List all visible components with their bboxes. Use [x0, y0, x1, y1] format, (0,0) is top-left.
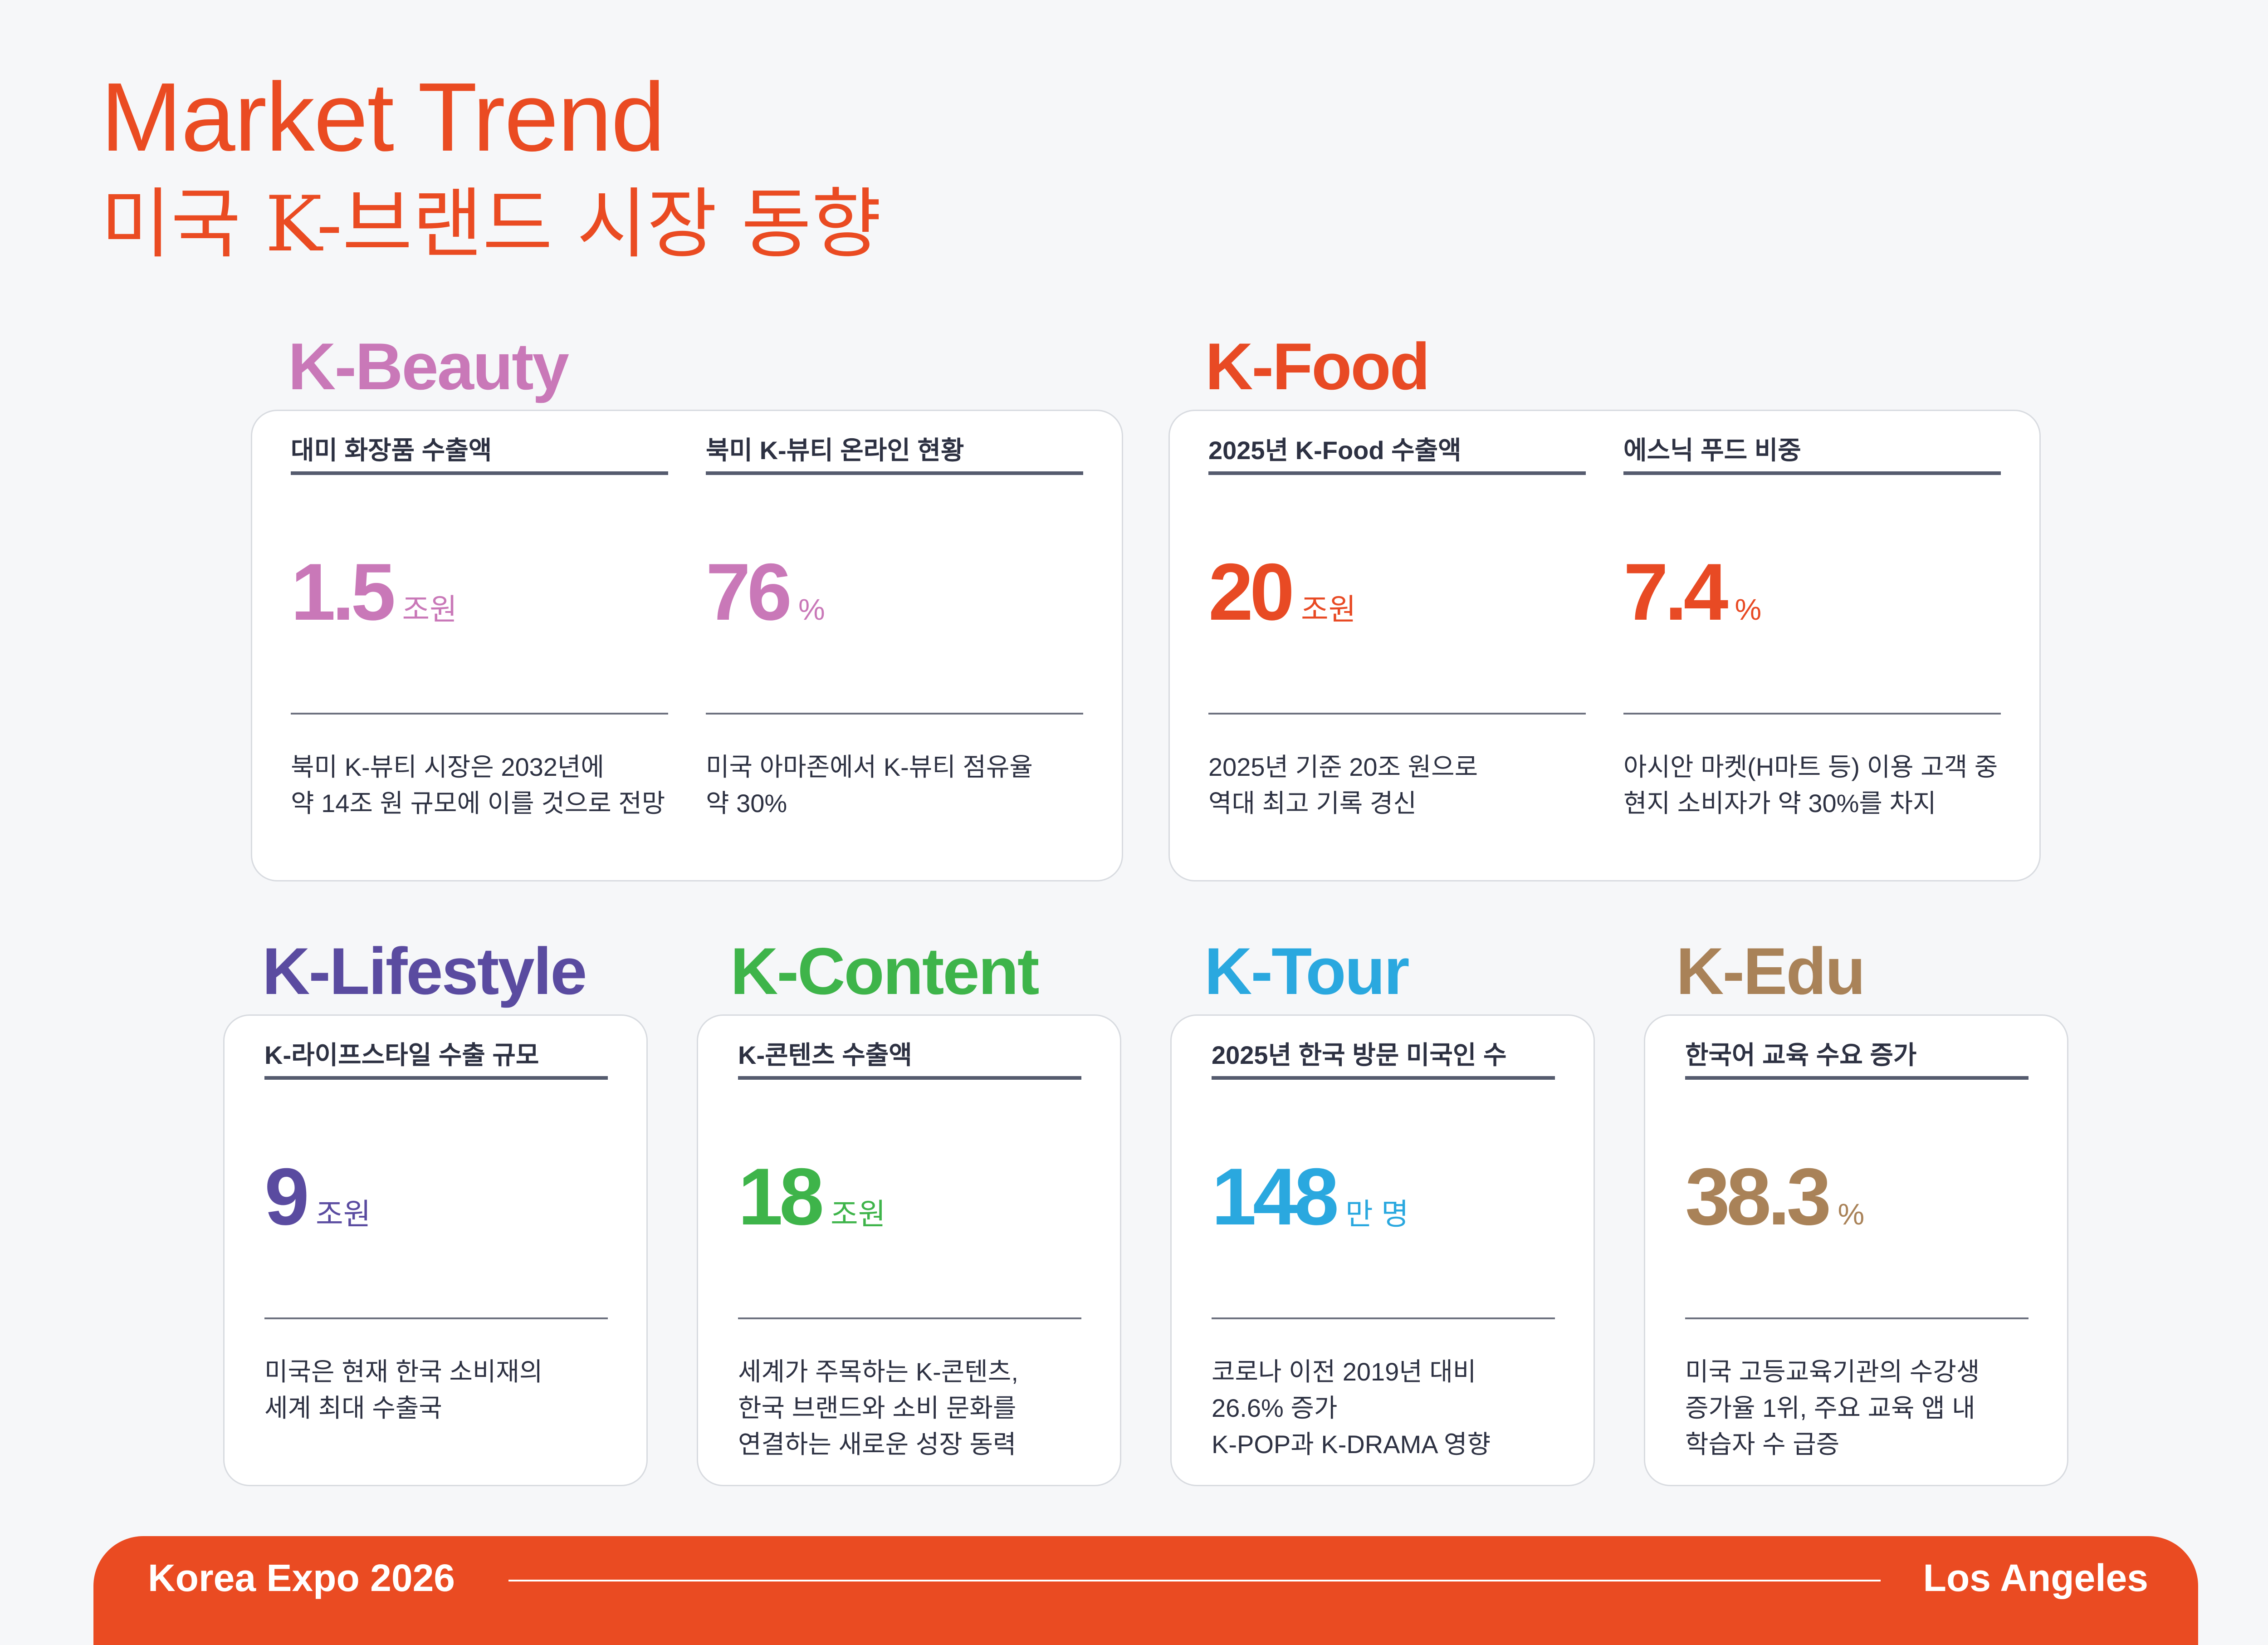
stat-heading: 2025년 한국 방문 미국인 수 [1212, 1041, 1555, 1080]
card-content: K-콘텐츠 수출액 18 조원 세계가 주목하는 K-콘텐츠, 한국 브랜드와 소… [697, 1014, 1121, 1486]
stat-heading: 에스닉 푸드 비중 [1623, 436, 2001, 475]
stat-block-beauty-export: 대미 화장품 수출액 1.5 조원 북미 K-뷰티 시장은 2032년에 약 14… [291, 436, 668, 844]
card-beauty: 대미 화장품 수출액 1.5 조원 북미 K-뷰티 시장은 2032년에 약 14… [251, 410, 1123, 881]
stat-unit: % [1838, 1197, 1865, 1231]
stat-value-group: 38.3% [1685, 1156, 1864, 1237]
stat-description: 미국은 현재 한국 소비재의 세계 최대 수출국 [264, 1357, 543, 1422]
stat-value-group: 76% [706, 552, 825, 632]
category-label-tour: K-Tour [1204, 934, 1410, 1008]
stat-value-group: 148 만 명 [1212, 1156, 1409, 1237]
stat-unit: 조원 [402, 592, 457, 626]
stat-number: 9 [264, 1151, 309, 1242]
card-food: 2025년 K-Food 수출액 20 조원 2025년 기준 20조 원으로 역… [1168, 410, 2041, 881]
stat-number: 76 [706, 547, 792, 637]
stat-number: 1.5 [291, 547, 396, 637]
stat-value-group: 18 조원 [738, 1156, 885, 1237]
stat-unit: 조원 [831, 1197, 886, 1231]
stat-block-lifestyle: K-라이프스타일 수출 규모 9 조원 미국은 현재 한국 소비재의 세계 최대 … [264, 1041, 608, 1449]
divider [1685, 1317, 2028, 1319]
category-label-edu: K-Edu [1676, 934, 1866, 1008]
stat-description: 미국 고등교육기관의 수강생 증가율 1위, 주요 교육 앱 내 학습자 수 급… [1685, 1357, 1980, 1459]
stat-heading: 한국어 교육 수요 증가 [1685, 1041, 2028, 1080]
divider [1212, 1317, 1555, 1319]
stat-heading: K-콘텐츠 수출액 [738, 1041, 1081, 1080]
stat-unit: 조원 [1301, 592, 1356, 626]
stat-number: 38.3 [1685, 1151, 1831, 1242]
stat-value-group: 1.5 조원 [291, 552, 457, 632]
stat-block-beauty-online: 북미 K-뷰티 온라인 현황 76% 미국 아마존에서 K-뷰티 점유율 약 3… [706, 436, 1083, 844]
stat-unit: 만 명 [1345, 1197, 1409, 1231]
stat-block-tour: 2025년 한국 방문 미국인 수 148 만 명 코로나 이전 2019년 대비… [1212, 1041, 1555, 1459]
stat-value-group: 9 조원 [264, 1156, 371, 1237]
divider [291, 713, 668, 715]
card-tour: 2025년 한국 방문 미국인 수 148 만 명 코로나 이전 2019년 대비… [1170, 1014, 1595, 1486]
stat-block-content: K-콘텐츠 수출액 18 조원 세계가 주목하는 K-콘텐츠, 한국 브랜드와 소… [738, 1041, 1081, 1459]
category-label-beauty: K-Beauty [288, 329, 569, 403]
stat-heading: 2025년 K-Food 수출액 [1208, 436, 1586, 475]
stat-block-food-ethnic: 에스닉 푸드 비중 7.4% 아시안 마켓(H마트 등) 이용 고객 중 현지 … [1623, 436, 2001, 844]
divider [738, 1317, 1081, 1319]
divider [1623, 713, 2001, 715]
stat-value-group: 20 조원 [1208, 552, 1356, 632]
stat-heading: 북미 K-뷰티 온라인 현황 [706, 436, 1083, 475]
card-edu: 한국어 교육 수요 증가 38.3% 미국 고등교육기관의 수강생 증가율 1위… [1644, 1014, 2068, 1486]
stat-unit: 조원 [316, 1197, 371, 1231]
footer-event-name: Korea Expo 2026 [148, 1557, 455, 1599]
stat-block-food-export: 2025년 K-Food 수출액 20 조원 2025년 기준 20조 원으로 역… [1208, 436, 1586, 844]
footer-location: Los Angeles [1923, 1557, 2148, 1599]
stat-number: 148 [1212, 1151, 1339, 1242]
page-subtitle: 미국 K-브랜드 시장 동향 [101, 180, 882, 269]
stat-number: 18 [738, 1151, 824, 1242]
footer-bar: Korea Expo 2026 Los Angeles [93, 1536, 2198, 1645]
category-label-content: K-Content [730, 934, 1039, 1008]
stat-number: 20 [1208, 547, 1295, 637]
stat-heading: 대미 화장품 수출액 [291, 436, 668, 475]
stat-value-group: 7.4% [1623, 552, 1761, 632]
stat-heading: K-라이프스타일 수출 규모 [264, 1041, 608, 1080]
category-label-lifestyle: K-Lifestyle [262, 934, 587, 1008]
footer-divider [508, 1580, 1881, 1581]
stat-description: 세계가 주목하는 K-콘텐츠, 한국 브랜드와 소비 문화를 연결하는 새로운 … [738, 1357, 1018, 1459]
stat-block-edu: 한국어 교육 수요 증가 38.3% 미국 고등교육기관의 수강생 증가율 1위… [1685, 1041, 2028, 1459]
card-lifestyle: K-라이프스타일 수출 규모 9 조원 미국은 현재 한국 소비재의 세계 최대 … [223, 1014, 648, 1486]
stat-description: 북미 K-뷰티 시장은 2032년에 약 14조 원 규모에 이를 것으로 전망 [291, 753, 665, 818]
stat-description: 아시안 마켓(H마트 등) 이용 고객 중 현지 소비자가 약 30%를 차지 [1623, 753, 1998, 818]
divider [706, 713, 1083, 715]
stat-description: 2025년 기준 20조 원으로 역대 최고 기록 경신 [1208, 753, 1478, 818]
stat-description: 미국 아마존에서 K-뷰티 점유율 약 30% [706, 753, 1033, 818]
page-title: Market Trend [101, 62, 665, 171]
stat-unit: % [798, 592, 825, 626]
stat-description: 코로나 이전 2019년 대비 26.6% 증가 K-POP과 K-DRAMA … [1212, 1357, 1491, 1459]
divider [1208, 713, 1586, 715]
stat-number: 7.4 [1623, 547, 1728, 637]
divider [264, 1317, 608, 1319]
stat-unit: % [1735, 592, 1762, 626]
category-label-food: K-Food [1205, 329, 1430, 403]
